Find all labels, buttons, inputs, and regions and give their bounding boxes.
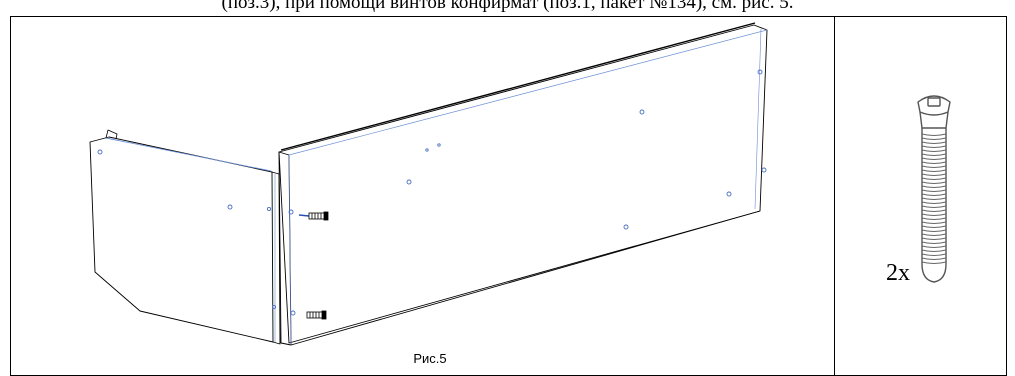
panel-hole (425, 148, 429, 152)
panel-hole (761, 167, 767, 173)
frame-divider (834, 16, 835, 376)
panel-hole (271, 304, 277, 310)
panel-hole (288, 209, 294, 215)
panel-hole (757, 69, 763, 75)
figure-caption: Рис.5 (413, 351, 447, 366)
screw-lower (306, 310, 327, 320)
panel-hole (97, 149, 103, 155)
quantity-label: 2x (886, 260, 910, 286)
confirmat-screw-icon (917, 95, 951, 283)
panel-hole (726, 191, 732, 197)
back-panel (278, 24, 768, 344)
panel-hole (406, 179, 412, 185)
side-panel-edge (271, 171, 281, 345)
assembly-drawing (89, 22, 768, 346)
panel-hole (437, 143, 441, 147)
panel-hole (639, 109, 645, 115)
panel-hole (623, 224, 629, 230)
panel-hole (266, 206, 272, 212)
side-panel (89, 136, 274, 343)
panel-hole (290, 310, 296, 316)
screw-upper (298, 211, 329, 221)
side-panel-notch (105, 129, 118, 140)
instruction-text: (поз.3), при помощи винтов конфирмат (по… (221, 0, 794, 13)
panel-hole (227, 204, 233, 210)
back-panel-top-edge (280, 22, 756, 151)
side-panel-top-edge (105, 137, 272, 172)
